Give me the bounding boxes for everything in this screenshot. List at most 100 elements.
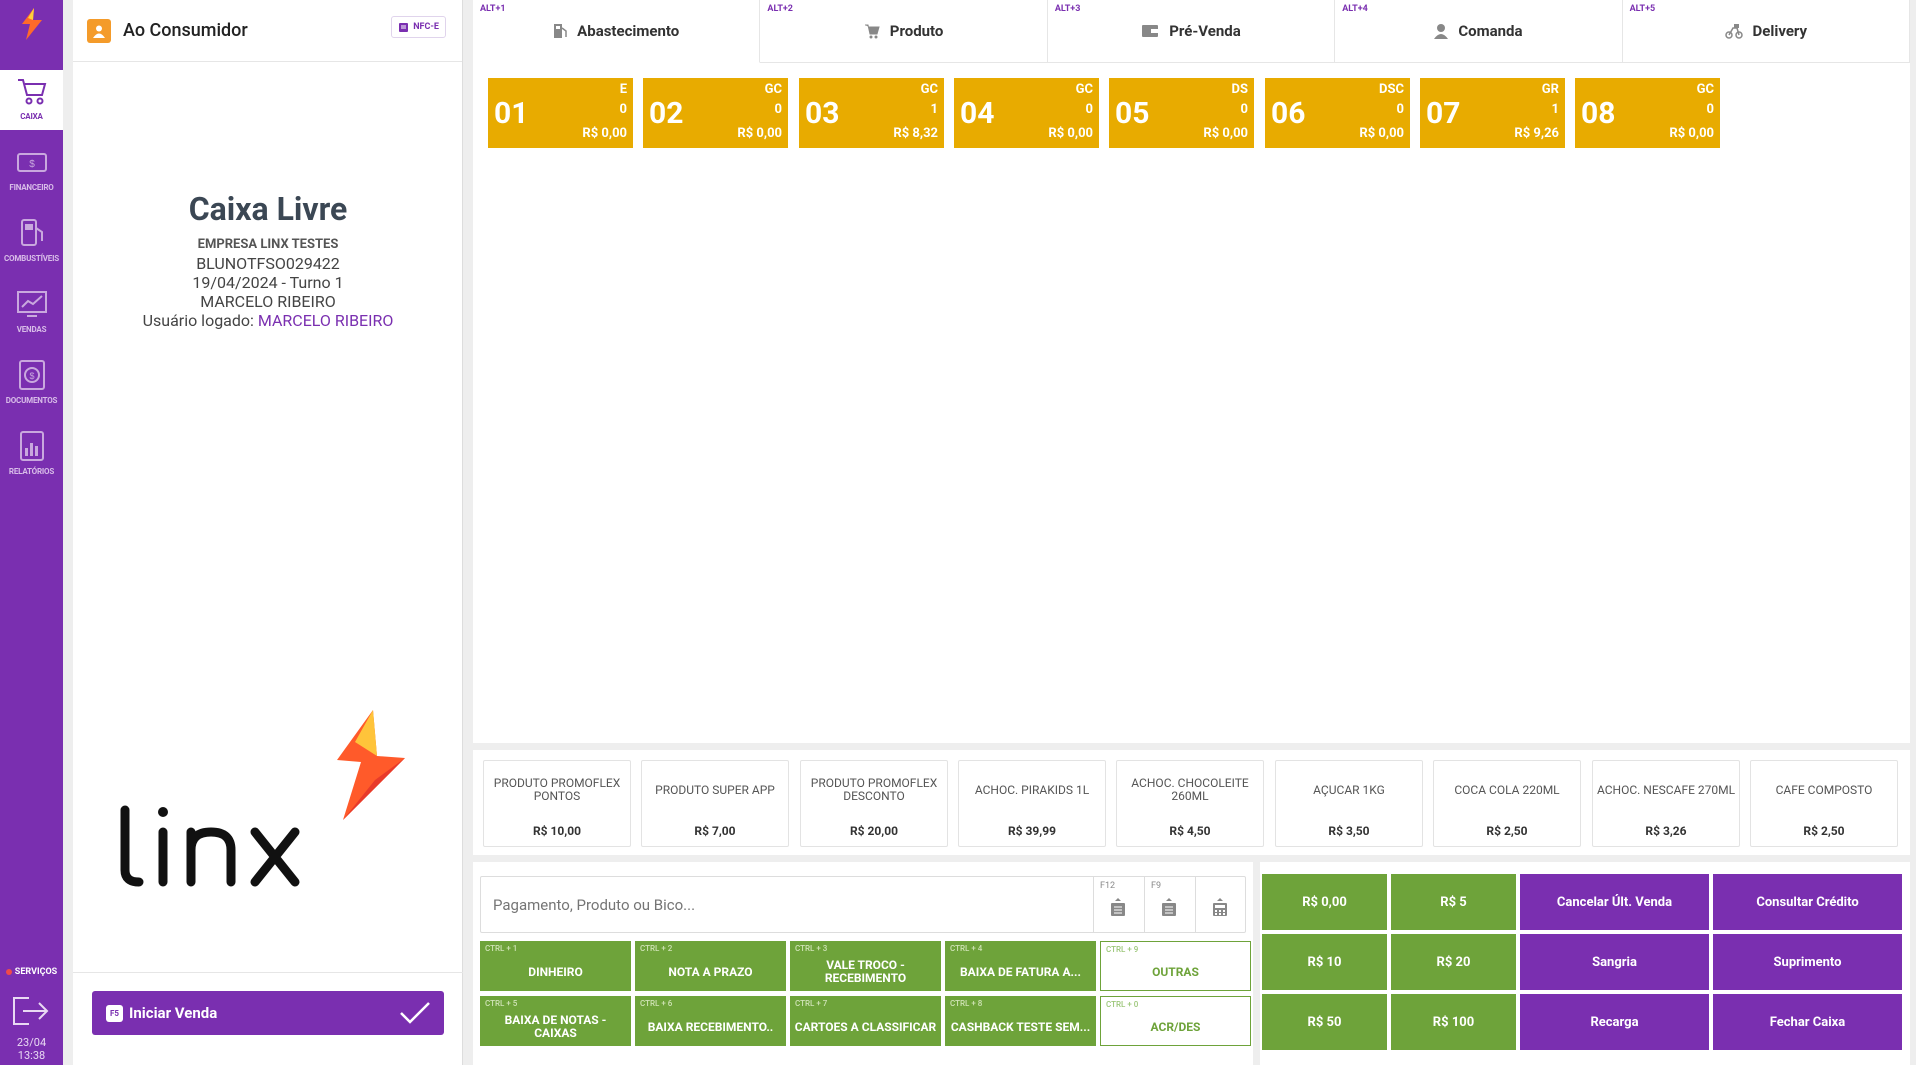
payment-cartoes-button[interactable]: CTRL + 7 CARTOES A CLASSIFICAR — [790, 996, 941, 1046]
pump-value: R$ 9,26 — [1514, 126, 1559, 141]
pump-count: 0 — [619, 102, 627, 117]
clock-date: 23/04 — [16, 1036, 47, 1049]
payment-baixa-recebimento-button[interactable]: CTRL + 6 BAIXA RECEBIMENTO.. — [635, 996, 786, 1046]
payment-outras-button[interactable]: CTRL + 9 OUTRAS — [1100, 941, 1251, 991]
clock-time: 13:38 — [17, 1049, 46, 1062]
sidebar-item-documentos[interactable]: $ DOCUMENTOS — [0, 354, 63, 414]
product-tile[interactable]: COCA COLA 220ML R$ 2,50 — [1433, 760, 1581, 847]
payment-acr-des-button[interactable]: CTRL + 0 ACR/DES — [1100, 996, 1251, 1046]
product-tile[interactable]: ACHOC. CHOCOLEITE 260ML R$ 4,50 — [1116, 760, 1264, 847]
product-name: CAFE COMPOSTO — [1775, 782, 1873, 797]
quick-amount-20-button[interactable]: R$ 20 — [1391, 934, 1516, 990]
sangria-button[interactable]: Sangria — [1520, 934, 1709, 990]
product-tile[interactable]: PRODUTO PROMOFLEX PONTOS R$ 10,00 — [483, 760, 631, 847]
product-name: COCA COLA 220ML — [1454, 782, 1560, 797]
tab-delivery[interactable]: ALT+5 Delivery — [1622, 0, 1911, 63]
product-name: PRODUTO SUPER APP — [655, 782, 775, 797]
quick-amount-0-button[interactable]: R$ 0,00 — [1262, 874, 1387, 930]
product-price: R$ 20,00 — [849, 824, 899, 838]
sidebar-item-relatorios[interactable]: RELATÓRIOS — [0, 425, 63, 485]
product-price: R$ 2,50 — [1486, 824, 1528, 838]
pump-value: R$ 0,00 — [582, 126, 627, 141]
tab-produto[interactable]: ALT+2 Produto — [760, 0, 1048, 63]
pump-number: 02 — [649, 96, 684, 131]
pump-fuel-type: GC — [764, 82, 782, 97]
pump-tile-03[interactable]: 03 GC 1 R$ 8,32 — [799, 78, 944, 148]
product-tile[interactable]: ACHOC. PIRAKIDS 1L R$ 39,99 — [958, 760, 1106, 847]
customer-header[interactable]: Ao Consumidor NFC-E — [73, 0, 462, 62]
calculator-button[interactable] — [1195, 877, 1246, 932]
pump-tile-05[interactable]: 05 DS 0 R$ 0,00 — [1109, 78, 1254, 148]
product-name: ACHOC. CHOCOLEITE 260ML — [1131, 776, 1249, 803]
payment-nota-a-prazo-button[interactable]: CTRL + 2 NOTA A PRAZO — [635, 941, 786, 991]
payment-baixa-notas-button[interactable]: CTRL + 5 BAIXA DE NOTAS - CAIXAS — [480, 996, 631, 1046]
sidebar-item-vendas[interactable]: VENDAS — [0, 283, 63, 343]
clock: 23/04 13:38 — [0, 1036, 63, 1062]
product-name: ACHOC. NESCAFE 270ML — [1596, 782, 1736, 797]
product-tile[interactable]: PRODUTO PROMOFLEX DESCONTO R$ 20,00 — [800, 760, 948, 847]
payment-cashback-button[interactable]: CTRL + 8 CASHBACK TESTE SEM... — [945, 996, 1096, 1046]
product-tile[interactable]: ACHOC. NESCAFE 270ML R$ 3,26 — [1592, 760, 1740, 847]
payment-baixa-fatura-button[interactable]: CTRL + 4 BAIXA DE FATURA A... — [945, 941, 1096, 991]
start-sale-button[interactable]: F5 Iniciar Venda — [92, 991, 444, 1035]
sidebar-item-label: VENDAS — [16, 325, 47, 334]
logout-icon[interactable] — [11, 995, 51, 1027]
sidebar-item-caixa[interactable]: CAIXA — [0, 70, 63, 130]
customer-name: Ao Consumidor — [123, 20, 248, 41]
quick-amount-5-button[interactable]: R$ 5 — [1391, 874, 1516, 930]
services-indicator[interactable]: SERVIÇOS — [0, 967, 63, 977]
pump-number: 06 — [1271, 96, 1306, 131]
pump-number: 05 — [1115, 96, 1150, 131]
cashier-panel: Ao Consumidor NFC-E Caixa Livre EMPRESA … — [73, 0, 463, 1065]
quick-amount-100-button[interactable]: R$ 100 — [1391, 994, 1516, 1050]
product-tile[interactable]: PRODUTO SUPER APP R$ 7,00 — [641, 760, 789, 847]
suprimento-button[interactable]: Suprimento — [1713, 934, 1902, 990]
pump-count: 0 — [1396, 102, 1404, 117]
product-tile[interactable]: AÇUCAR 1KG R$ 3,50 — [1275, 760, 1423, 847]
tab-label: Comanda — [1458, 22, 1523, 40]
f9-button[interactable]: F9 — [1144, 877, 1195, 932]
payment-vale-troco-button[interactable]: CTRL + 3 VALE TROCO - RECEBIMENTO — [790, 941, 941, 991]
close-register-button[interactable]: Fechar Caixa — [1713, 994, 1902, 1050]
payment-dinheiro-button[interactable]: CTRL + 1 DINHEIRO — [480, 941, 631, 991]
tab-label: Produto — [889, 22, 944, 40]
search-input[interactable] — [481, 877, 1091, 932]
pump-number: 04 — [960, 96, 995, 131]
fuel-icon — [554, 24, 567, 38]
clipboard-up-icon — [1162, 898, 1176, 916]
cancel-last-sale-button[interactable]: Cancelar Últ. Venda — [1520, 874, 1709, 930]
pump-tile-04[interactable]: 04 GC 0 R$ 0,00 — [954, 78, 1099, 148]
tab-comanda[interactable]: ALT+4 Comanda — [1335, 0, 1623, 63]
quick-amount-50-button[interactable]: R$ 50 — [1262, 994, 1387, 1050]
pump-tile-08[interactable]: 08 GC 0 R$ 0,00 — [1575, 78, 1720, 148]
cashier-status-title: Caixa Livre — [188, 190, 348, 228]
sidebar-item-label: COMBUSTÍVEIS — [4, 254, 59, 263]
pump-value: R$ 0,00 — [1048, 126, 1093, 141]
recarga-button[interactable]: Recarga — [1520, 994, 1709, 1050]
sidebar-item-label: FINANCEIRO — [9, 183, 54, 192]
sidebar-item-financeiro[interactable]: $ FINANCEIRO — [0, 141, 63, 201]
product-price: R$ 2,50 — [1803, 824, 1845, 838]
pump-tile-06[interactable]: 06 DSC 0 R$ 0,00 — [1265, 78, 1410, 148]
linx-logo-icon[interactable] — [12, 6, 48, 42]
logged-user: MARCELO RIBEIRO — [257, 311, 394, 330]
tab-pre-venda[interactable]: ALT+3 Pré-Venda — [1047, 0, 1336, 63]
pump-count: 1 — [930, 102, 938, 117]
f12-button[interactable]: F12 — [1093, 877, 1144, 932]
product-price: R$ 7,00 — [694, 824, 736, 838]
clipboard-up-icon — [1111, 898, 1125, 916]
linx-logo — [120, 710, 405, 887]
actions-panel: R$ 0,00 R$ 5 Cancelar Últ. Venda Consult… — [1260, 862, 1910, 1065]
pump-tile-01[interactable]: 01 E 0 R$ 0,00 — [488, 78, 633, 148]
pump-tile-02[interactable]: 02 GC 0 R$ 0,00 — [643, 78, 788, 148]
user-icon — [1434, 24, 1449, 39]
sidebar-item-combustiveis[interactable]: COMBUSTÍVEIS — [0, 212, 63, 272]
quick-amount-10-button[interactable]: R$ 10 — [1262, 934, 1387, 990]
check-icon — [400, 1002, 430, 1024]
nfce-badge[interactable]: NFC-E — [391, 16, 446, 38]
pump-tile-07[interactable]: 07 GR 1 R$ 9,26 — [1420, 78, 1565, 148]
product-price: R$ 39,99 — [1007, 824, 1057, 838]
tab-abastecimento[interactable]: ALT+1 Abastecimento — [473, 0, 761, 63]
check-credit-button[interactable]: Consultar Crédito — [1713, 874, 1902, 930]
product-tile[interactable]: CAFE COMPOSTO R$ 2,50 — [1750, 760, 1898, 847]
